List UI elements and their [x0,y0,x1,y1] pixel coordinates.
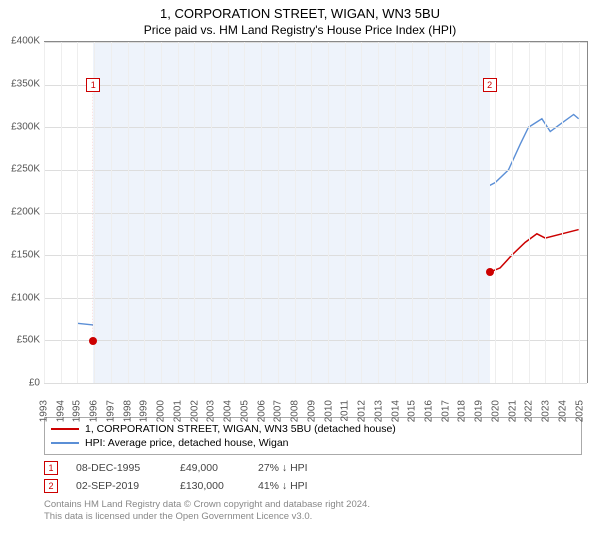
sale-point-row: 1 08-DEC-1995 £49,000 27% ↓ HPI [44,459,588,477]
legend-swatch [51,442,79,444]
point-price: £49,000 [180,462,240,474]
chart-title: 1, CORPORATION STREET, WIGAN, WN3 5BU [0,0,600,21]
footer-line-2: This data is licensed under the Open Gov… [44,511,588,523]
point-price: £130,000 [180,480,240,492]
point-pct: 41% ↓ HPI [258,480,308,492]
footer-attribution: Contains HM Land Registry data © Crown c… [44,499,588,524]
point-date: 08-DEC-1995 [76,462,162,474]
x-axis-labels: 1993199419951996199719981999200020012002… [44,383,588,411]
y-axis-labels: £0£50K£100K£150K£200K£250K£300K£350K£400… [2,41,42,383]
sale-points-table: 1 08-DEC-1995 £49,000 27% ↓ HPI 2 02-SEP-2019… [44,459,588,495]
plot-region: 12 [44,41,588,383]
legend-label: HPI: Average price, detached house, Wiga… [85,437,289,449]
point-marker: 1 [44,461,58,475]
legend-swatch [51,428,79,430]
point-marker: 2 [44,479,58,493]
legend-label: 1, CORPORATION STREET, WIGAN, WN3 5BU (d… [85,423,396,435]
sale-point-row: 2 02-SEP-2019 £130,000 41% ↓ HPI [44,477,588,495]
footer-line-1: Contains HM Land Registry data © Crown c… [44,499,588,511]
chart-area: £0£50K£100K£150K£200K£250K£300K£350K£400… [44,41,588,411]
chart-legend: 1, CORPORATION STREET, WIGAN, WN3 5BU (d… [44,417,582,455]
chart-subtitle: Price paid vs. HM Land Registry's House … [0,21,600,41]
point-date: 02-SEP-2019 [76,480,162,492]
point-pct: 27% ↓ HPI [258,462,308,474]
